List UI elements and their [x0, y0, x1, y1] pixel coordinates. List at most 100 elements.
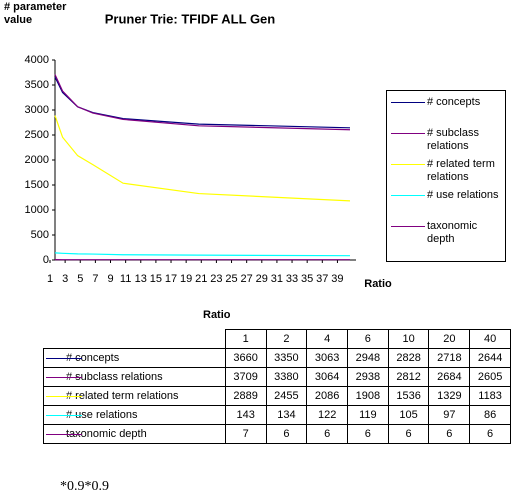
y-tick-label: 3000	[25, 104, 49, 116]
table-cell: 6	[469, 424, 511, 444]
table-cell: 86	[469, 405, 511, 425]
legend-item: # subclass relations	[387, 127, 505, 153]
y-tick-label: 0	[43, 254, 49, 266]
x-tick-label: 33	[286, 273, 298, 285]
x-tick-label: 35	[301, 273, 313, 285]
x-axis-label: Ratio	[364, 278, 392, 290]
x-tick-label: 1	[47, 273, 53, 285]
row-label-text: taxonomic depth	[66, 428, 147, 440]
row-label-text: # related term relations	[66, 390, 179, 402]
table-title: Ratio	[203, 309, 231, 321]
chart-title: Pruner Trie: TFIDF ALL Gen	[105, 11, 276, 26]
table-cell: 2605	[469, 367, 511, 387]
table-cell: 3063	[306, 348, 348, 368]
table-cell: 2684	[428, 367, 471, 387]
table-cell: 1329	[428, 386, 471, 406]
legend-item: # related term relations	[387, 158, 505, 184]
table-header-cell: 10	[387, 329, 430, 349]
x-tick-label: 11	[120, 273, 131, 285]
table-cell: 2828	[387, 348, 430, 368]
table-header-cell: 1	[224, 329, 267, 349]
footnote: *0.9*0.9	[60, 479, 109, 494]
row-label-text: # subclass relations	[66, 371, 163, 383]
table-cell: 3350	[265, 348, 308, 368]
x-tick-label: 15	[150, 273, 162, 285]
y-tick-label: 4000	[25, 54, 49, 66]
table-row: # use relations 143 134 122 119 105 97 86	[43, 405, 511, 425]
table-swatch	[46, 396, 82, 397]
legend: # concepts # subclass relations # related …	[386, 90, 506, 262]
x-tick-label: 7	[92, 273, 98, 285]
y-axis-label: # parameter value	[4, 1, 67, 26]
table-row-label: # concepts	[43, 348, 226, 368]
series-line	[54, 252, 351, 257]
x-tick-label: 27	[241, 273, 253, 285]
table-cell: 6	[387, 424, 430, 444]
legend-label: # use relations	[427, 189, 499, 201]
table-cell: 6	[428, 424, 471, 444]
table-cell: 122	[306, 405, 348, 425]
table-header-cell: 6	[347, 329, 389, 349]
data-table: 1 2 4 6 10 20 40 # concepts 3660 3350 3063 2948 2828…	[43, 329, 511, 444]
table-cell: 2718	[428, 348, 471, 368]
table-row: taxonomic depth 7 6 6 6 6 6 6	[43, 424, 511, 444]
table-cell: 3660	[224, 348, 267, 368]
x-tick-label: 29	[256, 273, 268, 285]
table-row-label: # related term relations	[43, 386, 226, 406]
y-tick-label: 2500	[25, 129, 49, 141]
legend-item: # use relations	[387, 189, 505, 215]
table-cell: 1183	[469, 386, 511, 406]
series-line	[54, 76, 351, 129]
x-tick-label: 5	[77, 273, 83, 285]
table-cell: 134	[265, 405, 308, 425]
table-cell: 6	[306, 424, 348, 444]
table-cell: 2812	[387, 367, 430, 387]
table-row: # concepts 3660 3350 3063 2948 2828 2718 2644	[43, 348, 511, 368]
legend-swatch	[391, 164, 425, 165]
table-cell: 2938	[347, 367, 389, 387]
x-tick-label: 19	[180, 273, 192, 285]
table-cell: 2086	[306, 386, 348, 406]
table-header-cell: 2	[265, 329, 308, 349]
legend-swatch	[391, 102, 425, 103]
table-cell: 2948	[347, 348, 389, 368]
y-tick-label: 2000	[25, 154, 49, 166]
y-tick-label: 3500	[25, 79, 49, 91]
table-cell: 105	[387, 405, 430, 425]
table-cell: 143	[224, 405, 267, 425]
table-swatch	[46, 377, 82, 378]
x-tick-label: 31	[271, 273, 283, 285]
series-line	[54, 115, 351, 202]
table-row: # subclass relations 3709 3380 3064 2938 2812…	[43, 367, 511, 387]
table-row-label: # subclass relations	[43, 367, 226, 387]
x-tick-label: 25	[225, 273, 237, 285]
series-line	[54, 74, 351, 131]
table-swatch	[46, 358, 82, 359]
x-tick-label: 37	[316, 273, 328, 285]
table-row: # related term relations 2889 2455 2086 1908…	[43, 386, 511, 406]
legend-swatch	[391, 226, 425, 227]
y-tick-label: 1000	[25, 204, 49, 216]
table-header-cell: 20	[428, 329, 471, 349]
y-tick-label: 500	[31, 229, 49, 241]
table-cell: 7	[224, 424, 267, 444]
legend-swatch	[391, 195, 425, 196]
table-cell: 1908	[347, 386, 389, 406]
y-tick-label: 1500	[25, 179, 49, 191]
table-cell: 119	[347, 405, 389, 425]
table-corner	[44, 330, 226, 349]
table-row-label: taxonomic depth	[43, 424, 226, 444]
table-cell: 97	[428, 405, 471, 425]
legend-label: # related term relations	[427, 158, 495, 183]
table-header-cell: 40	[469, 329, 511, 349]
legend-item: # concepts	[387, 96, 505, 122]
x-tick-label: 23	[210, 273, 222, 285]
table-cell: 1536	[387, 386, 430, 406]
x-tick-label: 3	[62, 273, 68, 285]
table-cell: 3380	[265, 367, 308, 387]
table-cell: 3709	[224, 367, 267, 387]
table-header-cell: 4	[306, 329, 348, 349]
table-cell: 6	[347, 424, 389, 444]
